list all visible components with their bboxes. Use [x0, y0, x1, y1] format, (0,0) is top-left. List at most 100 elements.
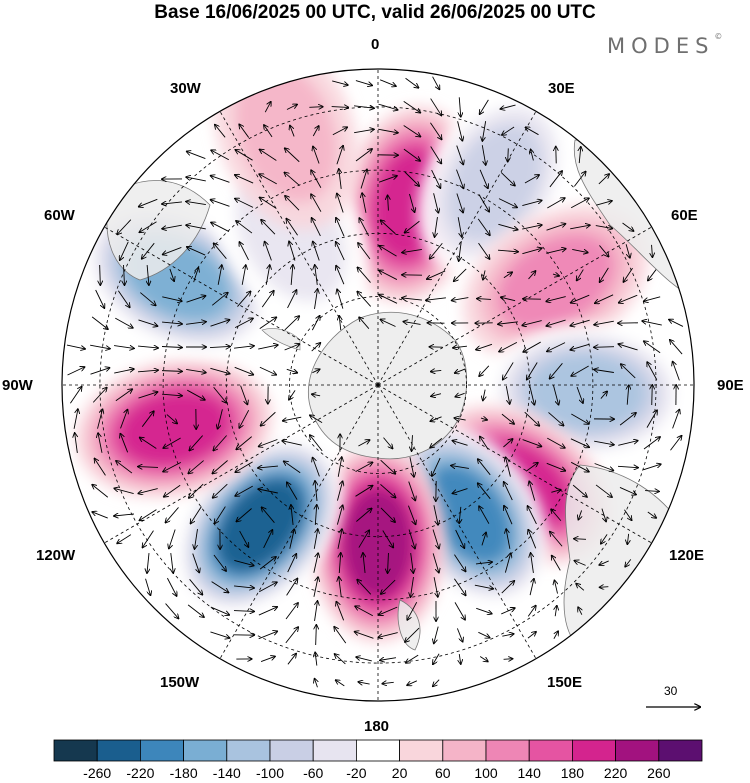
wind-vector: [165, 603, 179, 619]
wind-vector: [381, 319, 396, 327]
wind-vector: [380, 658, 397, 661]
wind-vector: [358, 243, 371, 260]
wind-vector: [258, 466, 278, 468]
wind-vector: [571, 294, 590, 303]
wind-vector: [142, 242, 155, 259]
wind-vector: [673, 362, 680, 381]
wind-vector: [402, 298, 422, 300]
wind-vector: [622, 222, 634, 231]
lon-label-90e: 90E: [717, 377, 744, 394]
wind-vector: [430, 98, 442, 116]
wind-vector: [459, 241, 462, 261]
wind-vector: [213, 386, 227, 402]
meridian-line: [377, 384, 652, 544]
wind-vector: [501, 413, 514, 424]
wind-vector: [504, 506, 513, 525]
wind-vector: [383, 437, 392, 449]
wind-vector: [98, 433, 103, 453]
wind-vector: [528, 271, 536, 280]
wind-vector: [529, 481, 536, 501]
wind-vector: [217, 265, 222, 285]
wind-vector: [455, 368, 466, 373]
wind-vector: [362, 193, 367, 213]
wind-vector: [594, 370, 614, 373]
wind-vector: [432, 553, 439, 572]
wind-vector: [571, 365, 589, 376]
lon-label-60e: 60E: [671, 207, 698, 224]
wind-vector: [286, 219, 298, 236]
wind-vector: [289, 390, 296, 399]
wind-vector: [455, 393, 465, 396]
wind-vector: [454, 602, 465, 619]
wind-vector: [599, 560, 609, 565]
wind-vector: [619, 413, 636, 426]
wind-vector: [287, 654, 296, 665]
wind-vector: [213, 554, 226, 571]
wind-vector: [138, 488, 158, 494]
wind-vector: [339, 553, 340, 574]
wind-vector: [531, 150, 534, 161]
wind-vector: [552, 556, 561, 571]
map-border: [61, 68, 695, 702]
wind-vector: [186, 296, 206, 303]
wind-vector: [503, 362, 514, 379]
vector-reference-label: 30: [664, 684, 678, 698]
wind-vector: [283, 416, 302, 421]
wind-vector: [92, 485, 109, 498]
wind-vector: [120, 241, 129, 260]
wind-vector: [115, 389, 132, 402]
colorbar-tick-label: 180: [560, 765, 585, 781]
wind-vector: [453, 346, 467, 348]
colorbar-tick-label: 140: [517, 765, 541, 781]
wind-vector: [215, 506, 226, 524]
wind-vector: [114, 488, 134, 495]
wind-vector: [164, 484, 181, 496]
wind-vector: [388, 195, 389, 211]
wind-vector: [237, 291, 250, 307]
wind-vector: [241, 265, 246, 285]
wind-vector: [479, 365, 490, 376]
wind-vector: [166, 414, 177, 424]
meridian-line: [104, 384, 379, 544]
wind-vector: [546, 462, 566, 470]
wind-vector: [311, 194, 322, 212]
wind-vector: [264, 125, 273, 138]
wind-vector: [336, 218, 345, 237]
wind-vector: [235, 461, 253, 472]
wind-vector: [475, 562, 492, 564]
wind-vector: [358, 682, 370, 684]
wind-vector: [502, 126, 515, 135]
wind-vector: [619, 486, 636, 494]
wind-vector: [644, 296, 661, 301]
wind-vector: [457, 121, 463, 140]
wind-vector: [570, 319, 590, 326]
wind-vector: [378, 128, 398, 133]
wind-vector: [498, 198, 517, 208]
wind-vector: [578, 607, 582, 615]
wind-vector: [481, 145, 485, 165]
meridian-line: [219, 384, 379, 659]
colorbar-swatch: [53, 739, 98, 762]
wind-vector: [452, 441, 468, 446]
wind-vector: [411, 553, 414, 573]
wind-vector: [285, 196, 300, 211]
wind-vector: [600, 391, 607, 399]
wind-vector: [235, 485, 253, 496]
wind-vector: [259, 174, 277, 185]
wind-vector: [601, 508, 606, 522]
meridian-line: [377, 384, 537, 659]
wind-vector: [337, 481, 342, 501]
wind-vector: [578, 510, 581, 519]
wind-vector: [143, 530, 154, 548]
wind-vector: [314, 289, 318, 309]
wind-vector: [215, 125, 226, 138]
wind-vector: [600, 587, 609, 588]
wind-vector: [456, 169, 463, 189]
wind-vector: [312, 394, 321, 396]
lon-label-150e: 150E: [547, 674, 583, 691]
wind-vector: [409, 193, 414, 212]
wind-vector: [187, 247, 206, 256]
latitude-circle: [289, 296, 467, 474]
wind-vector: [406, 654, 419, 663]
wind-vector: [315, 679, 318, 688]
